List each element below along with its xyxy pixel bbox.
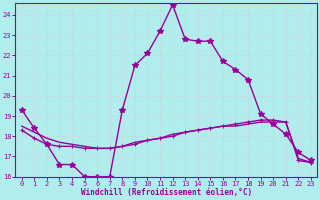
X-axis label: Windchill (Refroidissement éolien,°C): Windchill (Refroidissement éolien,°C) xyxy=(81,188,252,197)
